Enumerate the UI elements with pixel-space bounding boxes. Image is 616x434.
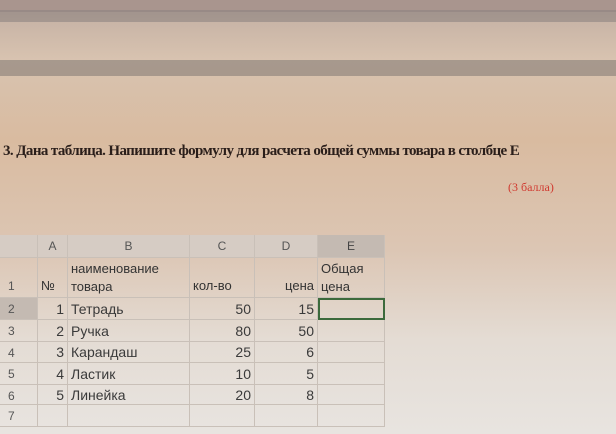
cell-D3[interactable]: 50	[255, 320, 318, 342]
column-header-E[interactable]: E	[318, 235, 385, 258]
cell-E1-line2: цена	[321, 279, 350, 294]
row-header-1[interactable]: 1	[0, 258, 38, 298]
cell-D4[interactable]: 6	[255, 342, 318, 363]
column-header-C[interactable]: C	[190, 235, 255, 258]
select-all-corner[interactable]	[0, 235, 38, 258]
row-header-7[interactable]: 7	[0, 405, 38, 427]
cell-B1[interactable]: наименование товара	[68, 258, 190, 298]
cell-E3[interactable]	[318, 320, 385, 342]
cell-C3[interactable]: 80	[190, 320, 255, 342]
cell-A1[interactable]: №	[38, 258, 68, 298]
cell-C1[interactable]: кол-во	[190, 258, 255, 298]
cell-C4[interactable]: 25	[190, 342, 255, 363]
cell-B1-line1: наименование	[71, 261, 159, 276]
gray-band-2	[0, 60, 616, 76]
row-header-3[interactable]: 3	[0, 320, 38, 342]
cell-A2[interactable]: 1	[38, 298, 68, 320]
row-header-2[interactable]: 2	[0, 298, 38, 320]
cell-A3[interactable]: 2	[38, 320, 68, 342]
question-text: 3. Дана таблица. Напишите формулу для ра…	[3, 143, 520, 159]
cell-A4[interactable]: 3	[38, 342, 68, 363]
cell-B2[interactable]: Тетрадь	[68, 298, 190, 320]
cell-A6[interactable]: 5	[38, 385, 68, 405]
cell-D7[interactable]	[255, 405, 318, 427]
cell-E1-line1: Общая	[321, 261, 364, 276]
cell-E1[interactable]: Общая цена	[318, 258, 385, 298]
cell-C2[interactable]: 50	[190, 298, 255, 320]
cell-C6[interactable]: 20	[190, 385, 255, 405]
cell-E4[interactable]	[318, 342, 385, 363]
cell-B3[interactable]: Ручка	[68, 320, 190, 342]
row-header-4[interactable]: 4	[0, 342, 38, 363]
top-band	[0, 0, 616, 12]
cell-E2[interactable]	[318, 298, 385, 320]
cell-D5[interactable]: 5	[255, 363, 318, 385]
cell-B5[interactable]: Ластик	[68, 363, 190, 385]
spreadsheet: A B C D E 1 2 3 4 5 6 7 № наименование товара кол-во цен…	[0, 235, 410, 434]
gray-band	[0, 10, 616, 22]
cell-C5[interactable]: 10	[190, 363, 255, 385]
row-header-5[interactable]: 5	[0, 363, 38, 385]
cell-B1-line2: товара	[71, 279, 113, 294]
cell-D6[interactable]: 8	[255, 385, 318, 405]
cell-B6[interactable]: Линейка	[68, 385, 190, 405]
cell-E6[interactable]	[318, 385, 385, 405]
cell-B4[interactable]: Карандаш	[68, 342, 190, 363]
cell-B7[interactable]	[68, 405, 190, 427]
cell-C7[interactable]	[190, 405, 255, 427]
cell-D1[interactable]: цена	[255, 258, 318, 298]
row-header-6[interactable]: 6	[0, 385, 38, 405]
cell-A5[interactable]: 4	[38, 363, 68, 385]
cell-A7[interactable]	[38, 405, 68, 427]
column-header-B[interactable]: B	[68, 235, 190, 258]
points-label: (3 балла)	[508, 180, 554, 194]
column-header-D[interactable]: D	[255, 235, 318, 258]
cell-E7[interactable]	[318, 405, 385, 427]
cell-E5[interactable]	[318, 363, 385, 385]
column-header-A[interactable]: A	[38, 235, 68, 258]
cell-D2[interactable]: 15	[255, 298, 318, 320]
